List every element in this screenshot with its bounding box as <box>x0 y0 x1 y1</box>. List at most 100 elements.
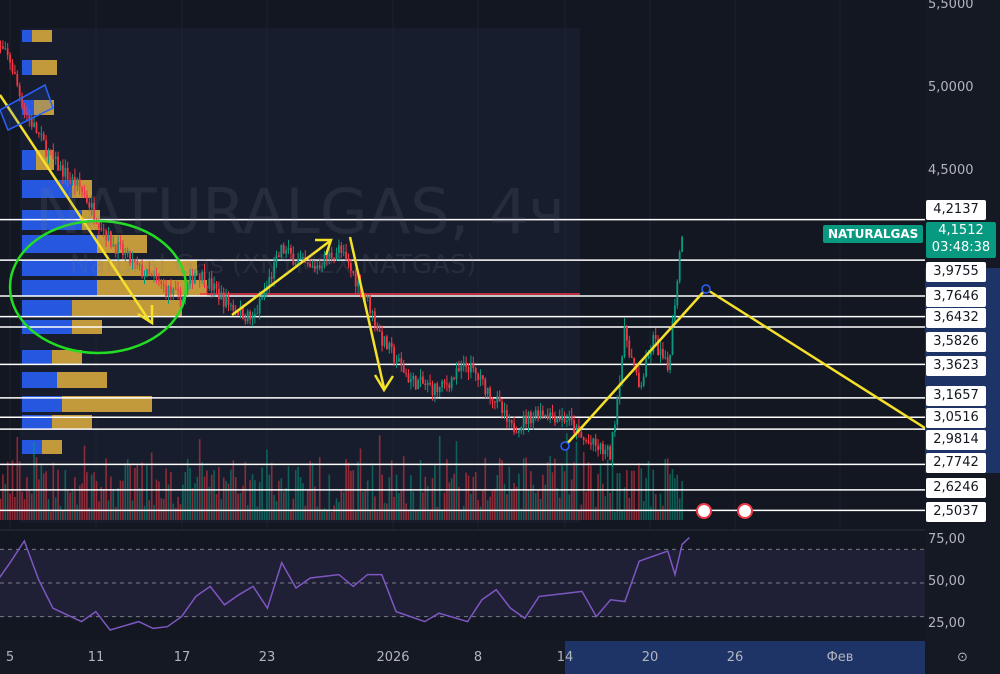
volume-bar <box>138 488 141 520</box>
volume-bar <box>347 462 350 520</box>
volume-bar <box>4 483 7 520</box>
candle-body <box>448 384 451 388</box>
volume-bar <box>556 488 559 520</box>
volume-bar <box>162 498 165 520</box>
volume-bar <box>604 495 607 520</box>
volume-bar <box>424 476 427 520</box>
volume-bar <box>18 461 21 520</box>
candle-body <box>285 250 287 254</box>
candle-body <box>470 362 472 373</box>
candle-body <box>258 298 261 314</box>
candle-body <box>321 266 323 268</box>
volume-bar <box>669 473 671 520</box>
volume-bar <box>386 503 388 520</box>
candle-body <box>110 231 112 247</box>
volume-bar <box>95 481 98 520</box>
candle-body <box>28 115 31 119</box>
candle-body <box>498 396 501 402</box>
event-icons[interactable] <box>696 503 753 519</box>
volume-bar <box>201 462 203 520</box>
level-lines <box>0 218 925 512</box>
volume-bar <box>222 477 225 520</box>
candle-body <box>88 202 91 208</box>
volume-profile-bar-up <box>22 280 97 296</box>
candle-body <box>227 295 230 305</box>
price-tick: 5,0000 <box>928 80 974 95</box>
candle-body <box>537 410 539 419</box>
volume-bar <box>280 478 283 520</box>
candle-body <box>318 265 321 268</box>
candle-body <box>414 376 417 390</box>
candle-body <box>618 383 621 398</box>
candle-body <box>659 348 662 356</box>
volume-bar <box>234 477 237 520</box>
level-price-label: 4,2137 <box>926 200 986 220</box>
volume-bar <box>191 488 194 520</box>
candle-body <box>549 412 551 420</box>
volume-bar <box>225 481 227 520</box>
candle-body <box>664 357 667 359</box>
candle-body <box>107 231 110 241</box>
volume-bar <box>117 487 119 520</box>
candle-body <box>417 380 419 390</box>
volume-bar <box>318 457 321 520</box>
candle-body <box>78 179 81 188</box>
level-price-label: 3,9755 <box>926 262 986 282</box>
time-tick: 5 <box>5 650 15 665</box>
candle-body <box>587 440 590 443</box>
volume-bar <box>198 439 201 520</box>
candle-body <box>4 48 7 50</box>
candle-body <box>134 259 136 262</box>
volume-bar <box>417 509 419 520</box>
candle-body <box>491 399 494 402</box>
volume-bar <box>143 505 146 520</box>
candle-body <box>131 259 134 264</box>
candle-body <box>390 342 393 348</box>
candle-body <box>386 336 388 350</box>
volume-bar <box>16 437 19 520</box>
volume-bar <box>172 503 175 520</box>
candle-body <box>9 54 11 63</box>
volume-profile-bar-down <box>97 260 197 276</box>
settings-gear-icon[interactable]: ⊙ <box>957 650 968 665</box>
candle-body <box>119 242 122 245</box>
candle-body <box>570 416 573 421</box>
candle-body <box>18 85 21 96</box>
volume-profile-bar-up <box>22 60 32 75</box>
candle-body <box>599 443 602 450</box>
candle-body <box>434 383 436 396</box>
candle-body <box>630 356 633 358</box>
volume-bar <box>460 509 463 520</box>
candle-body <box>597 445 599 450</box>
candle-body <box>561 415 563 421</box>
volume-bar <box>450 478 453 520</box>
candle-body <box>345 251 347 259</box>
candle-body <box>645 358 647 377</box>
candle-body <box>342 251 345 253</box>
candle-body <box>98 223 100 229</box>
candle-body <box>522 415 525 427</box>
volume-profile-bar-down <box>42 440 62 454</box>
volume-bar <box>525 457 527 520</box>
volume-bar <box>210 474 213 520</box>
candle-body <box>671 321 674 355</box>
candle-body <box>86 194 88 203</box>
volume-bar <box>530 471 532 520</box>
volume-bar <box>470 493 472 520</box>
candle-body <box>489 387 491 400</box>
candle-body <box>198 273 201 281</box>
candle-body <box>126 251 129 254</box>
volume-bar <box>268 474 271 520</box>
candle-body <box>544 415 547 417</box>
annotations[interactable] <box>0 83 926 451</box>
candle-body <box>340 245 343 253</box>
candle-body <box>26 112 28 116</box>
volume-bar <box>621 509 623 520</box>
candle-body <box>657 338 659 356</box>
candle-body <box>201 272 203 281</box>
candle-body <box>306 262 309 264</box>
candle-body <box>100 228 103 230</box>
candle-body <box>239 305 242 316</box>
candle-body <box>220 292 223 300</box>
